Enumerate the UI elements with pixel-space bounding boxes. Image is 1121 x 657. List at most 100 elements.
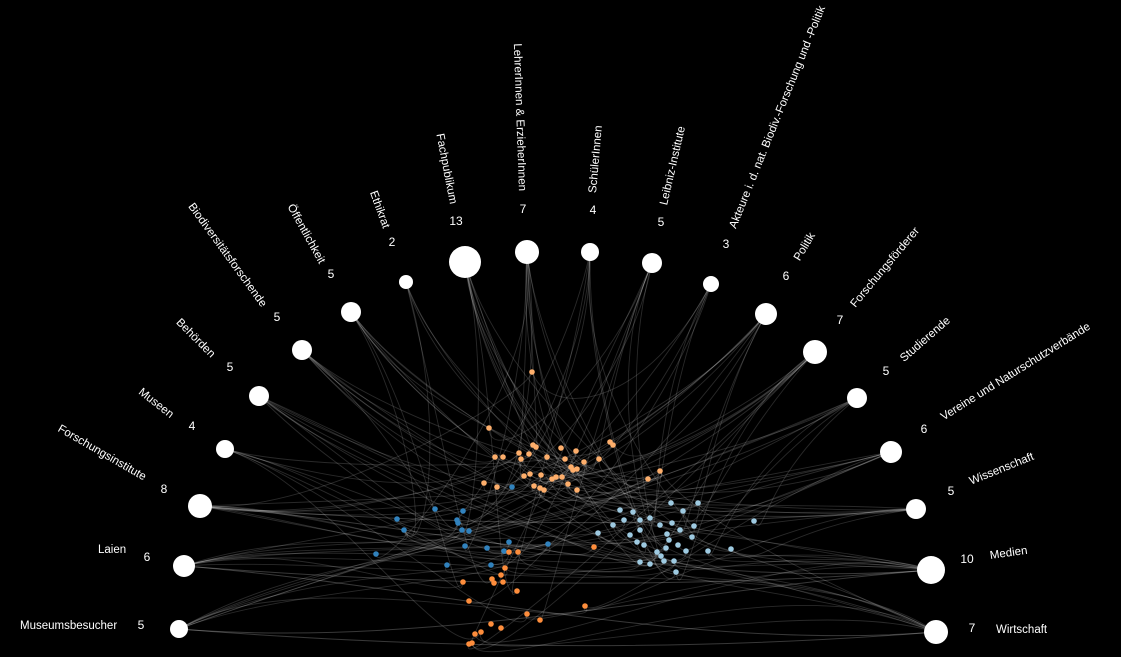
cluster-orange-point-0 <box>506 549 512 555</box>
link-15-7 <box>753 397 858 527</box>
cluster-peach-point-30 <box>565 481 571 487</box>
cluster-lightblue-point-26 <box>728 546 734 552</box>
link-0-1 <box>178 551 519 630</box>
link-15-6 <box>707 397 858 557</box>
cluster-orange-point-7 <box>491 580 497 586</box>
cluster-blue-point-0 <box>509 484 515 490</box>
group-node-11[interactable] <box>642 253 662 273</box>
link-2-4 <box>199 473 531 516</box>
group-label-4: Behörden <box>173 317 217 361</box>
group-node-3[interactable] <box>216 440 234 458</box>
cluster-peach-point-27 <box>531 483 537 489</box>
cluster-orange-point-11 <box>524 611 530 617</box>
group-node-7[interactable] <box>399 275 413 289</box>
cluster-peach-point-23 <box>645 476 651 482</box>
link-16-4 <box>697 451 892 513</box>
sweep-link-0 <box>178 628 937 647</box>
link-15-1 <box>575 397 858 499</box>
link-14-9 <box>570 351 816 476</box>
link-9-2 <box>464 251 528 552</box>
link-16-2 <box>396 451 892 530</box>
cluster-lightblue-point-32 <box>637 559 643 565</box>
cluster-lightblue-point-2 <box>668 500 674 506</box>
group-node-19[interactable] <box>924 620 948 644</box>
cluster-peach-point-3 <box>533 444 539 450</box>
link-19-1 <box>654 551 937 633</box>
cluster-orange-point-8 <box>500 579 506 585</box>
link-5-0 <box>301 349 662 482</box>
cluster-blue-point-2 <box>401 527 407 533</box>
group-node-10[interactable] <box>581 243 599 261</box>
cluster-lightblue-point-12 <box>751 518 757 524</box>
cluster-blue-point-11 <box>506 539 512 545</box>
link-0-4 <box>178 478 555 630</box>
group-node-14[interactable] <box>803 340 827 364</box>
group-node-13[interactable] <box>755 303 777 325</box>
group-node-9[interactable] <box>515 240 539 264</box>
cluster-lightblue-point-19 <box>634 539 640 545</box>
group-count-8: 13 <box>449 214 463 228</box>
group-node-6[interactable] <box>341 302 361 322</box>
link-10-3 <box>456 251 591 526</box>
cluster-peach-point-19 <box>553 474 559 480</box>
link-4-1 <box>258 395 687 562</box>
group-node-4[interactable] <box>249 386 269 406</box>
group-count-11: 5 <box>658 215 665 229</box>
group-node-5[interactable] <box>292 340 312 360</box>
link-12-0 <box>468 283 712 604</box>
group-node-17[interactable] <box>906 499 926 519</box>
group-node-18[interactable] <box>917 556 945 584</box>
link-8-2 <box>461 261 479 533</box>
group-node-1[interactable] <box>173 555 195 577</box>
link-13-4 <box>395 313 767 523</box>
group-node-12[interactable] <box>703 276 719 292</box>
cluster-blue-point-10 <box>501 548 507 554</box>
cluster-lightblue-point-7 <box>637 517 643 523</box>
group-count-4: 5 <box>227 360 234 374</box>
link-3-3 <box>224 444 614 466</box>
link-9-3 <box>526 251 668 553</box>
group-node-16[interactable] <box>880 441 902 463</box>
cluster-peach-point-4 <box>544 454 550 460</box>
link-14-7 <box>445 351 816 573</box>
link-4-7 <box>258 395 595 555</box>
group-label-11: Leibniz-Institute <box>658 125 688 206</box>
link-8-6 <box>464 261 574 476</box>
link-13-1 <box>693 313 767 532</box>
group-label-8: Fachpublikum <box>433 133 458 206</box>
group-count-18: 10 <box>960 552 974 566</box>
group-count-13: 6 <box>783 269 790 283</box>
link-9-8 <box>525 251 571 490</box>
link-17-4 <box>567 483 917 513</box>
cluster-orange-point-15 <box>478 629 484 635</box>
link-11-1 <box>583 262 653 473</box>
cluster-orange-point-13 <box>498 625 504 631</box>
group-label-19: Wirtschaft <box>996 624 1048 636</box>
cluster-lightblue-point-20 <box>641 542 647 548</box>
link-9-4 <box>496 251 533 493</box>
link-6-0 <box>350 311 663 480</box>
link-14-1 <box>403 351 816 541</box>
link-3-6 <box>224 448 510 565</box>
group-label-17: Wissenschaft <box>968 451 1037 488</box>
link-1-7 <box>183 560 675 578</box>
cluster-lightblue-point-1 <box>630 509 636 515</box>
group-node-2[interactable] <box>188 494 212 518</box>
cluster-blue-point-12 <box>545 541 551 547</box>
link-5-7 <box>301 349 546 498</box>
link-0-5 <box>178 543 549 630</box>
link-17-6 <box>583 508 917 612</box>
link-15-2 <box>538 397 858 503</box>
group-node-0[interactable] <box>170 620 188 638</box>
cluster-blue-point-3 <box>432 506 438 512</box>
link-13-7 <box>517 313 767 558</box>
cluster-orange-point-10 <box>514 588 520 594</box>
link-3-4 <box>224 448 528 623</box>
group-node-15[interactable] <box>847 388 867 408</box>
link-2-1 <box>199 371 533 508</box>
link-14-3 <box>675 351 816 581</box>
link-4-4 <box>258 395 658 558</box>
cluster-lightblue-point-22 <box>663 545 669 551</box>
counts-layer: 5 6 8 4 5 5 5 2 13 7 4 5 3 6 7 5 6 5 10 7 <box>138 202 976 635</box>
group-node-8[interactable] <box>449 246 481 278</box>
